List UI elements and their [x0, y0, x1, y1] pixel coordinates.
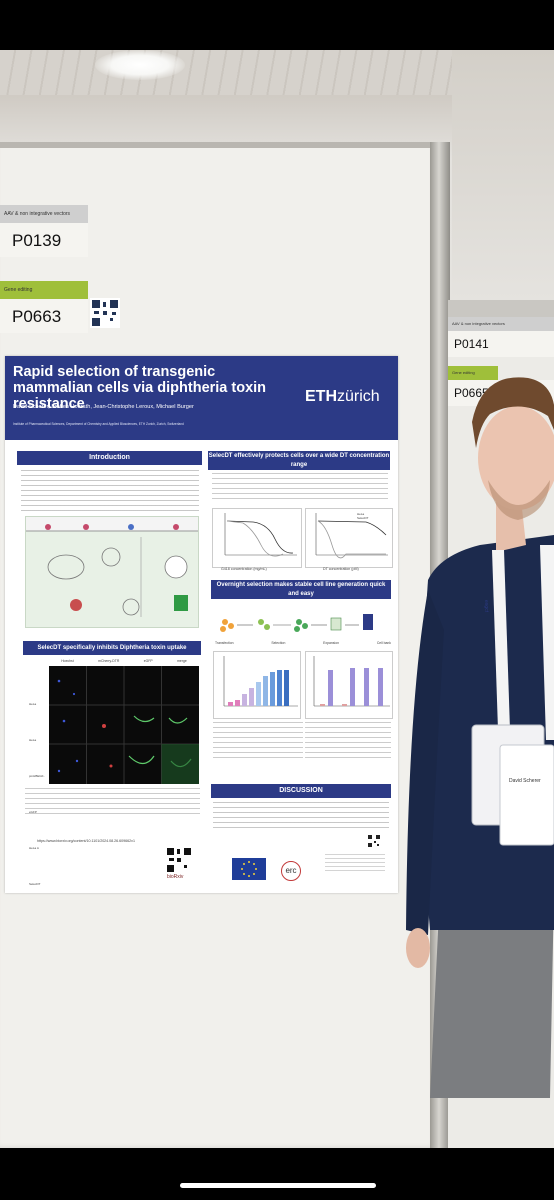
name-badge: David Scherer	[509, 778, 541, 784]
protects-caption	[212, 473, 388, 503]
home-indicator[interactable]	[180, 1183, 376, 1188]
tag-category: Gene editing	[0, 281, 88, 299]
bottom-bar	[0, 1148, 554, 1200]
qr-code	[90, 298, 120, 328]
presenter-person	[406, 377, 554, 1098]
introduction-text	[21, 470, 199, 512]
eth-logo: ETHzürich	[305, 388, 380, 405]
tag-category: AAV & non integrative vectors	[0, 205, 88, 223]
section-overnight: Overnight selection makes stable cell li…	[211, 580, 391, 599]
mcherry-caption	[305, 722, 391, 762]
workflow-diagram	[220, 614, 373, 632]
back-wall	[452, 50, 554, 300]
mechanism-diagram	[25, 516, 199, 628]
poster-header: Rapid selection of transgenic mammalian …	[5, 356, 398, 440]
status-bar	[0, 0, 554, 50]
tag-code: P0139	[0, 223, 88, 257]
dt-plot-legend: HeLa SelecDT	[357, 512, 369, 520]
section-protects: SelecDT effectively protects cells over …	[208, 451, 390, 470]
lanyard-logo: esgct	[483, 600, 490, 613]
egfp-caption	[213, 722, 303, 762]
section-inhibits: SelecDT specifically inhibits Diphtheria…	[23, 641, 201, 655]
mechanism-illustration	[26, 517, 198, 617]
tag-category: AAV & non integrative vectors	[448, 317, 554, 331]
tag-aav: AAV & non integrative vectors P0139	[0, 205, 88, 257]
discussion-text	[213, 802, 389, 830]
tag-code: P0663	[0, 299, 88, 333]
tag-category: Gene editing	[448, 366, 498, 380]
erc-logo: erc	[281, 861, 301, 881]
poster-affiliation: Institute of Pharmaceutical Sciences, De…	[13, 422, 184, 426]
section-discussion: DISCUSSION	[211, 784, 391, 798]
microscopy-caption	[25, 788, 200, 816]
funding-text	[325, 854, 385, 872]
tag-gene-editing: Gene editing P0663	[0, 281, 88, 333]
qr-code	[367, 834, 381, 848]
biorxiv-qr-code	[165, 846, 193, 874]
tag-code: P0141	[448, 331, 554, 357]
biorxiv-link: https://www.biorxiv.org/content/10.1101/…	[37, 839, 135, 843]
mcherry-bar-chart	[305, 651, 393, 719]
g418-viability-plot	[212, 508, 302, 568]
poster-authors: David Scherer, Steffen Honrath, Jean-Chr…	[13, 404, 194, 410]
dt-viability-plot	[305, 508, 393, 568]
workflow-labels: Transfection Selection Expansion Cell ba…	[215, 641, 391, 645]
poster-title: Rapid selection of transgenic mammalian …	[13, 364, 267, 412]
ceiling-light	[95, 50, 185, 80]
g418-axis-label: G418 concentration (mg/mL)	[221, 567, 267, 571]
dt-axis-label: DT concentration (pM)	[323, 567, 359, 571]
scientific-poster: Rapid selection of transgenic mammalian …	[5, 356, 398, 893]
microscopy-grid	[49, 666, 199, 784]
section-introduction: Introduction	[17, 451, 202, 465]
biorxiv-logo: bioRxiv	[167, 874, 184, 880]
tag-aav-neighbor: AAV & non integrative vectors P0141	[448, 317, 554, 357]
egfp-bar-chart	[213, 651, 301, 719]
micro-column-labels: Hoechst mCherry-DTR eGFP merge	[61, 659, 187, 663]
eu-flag-icon	[232, 858, 266, 880]
